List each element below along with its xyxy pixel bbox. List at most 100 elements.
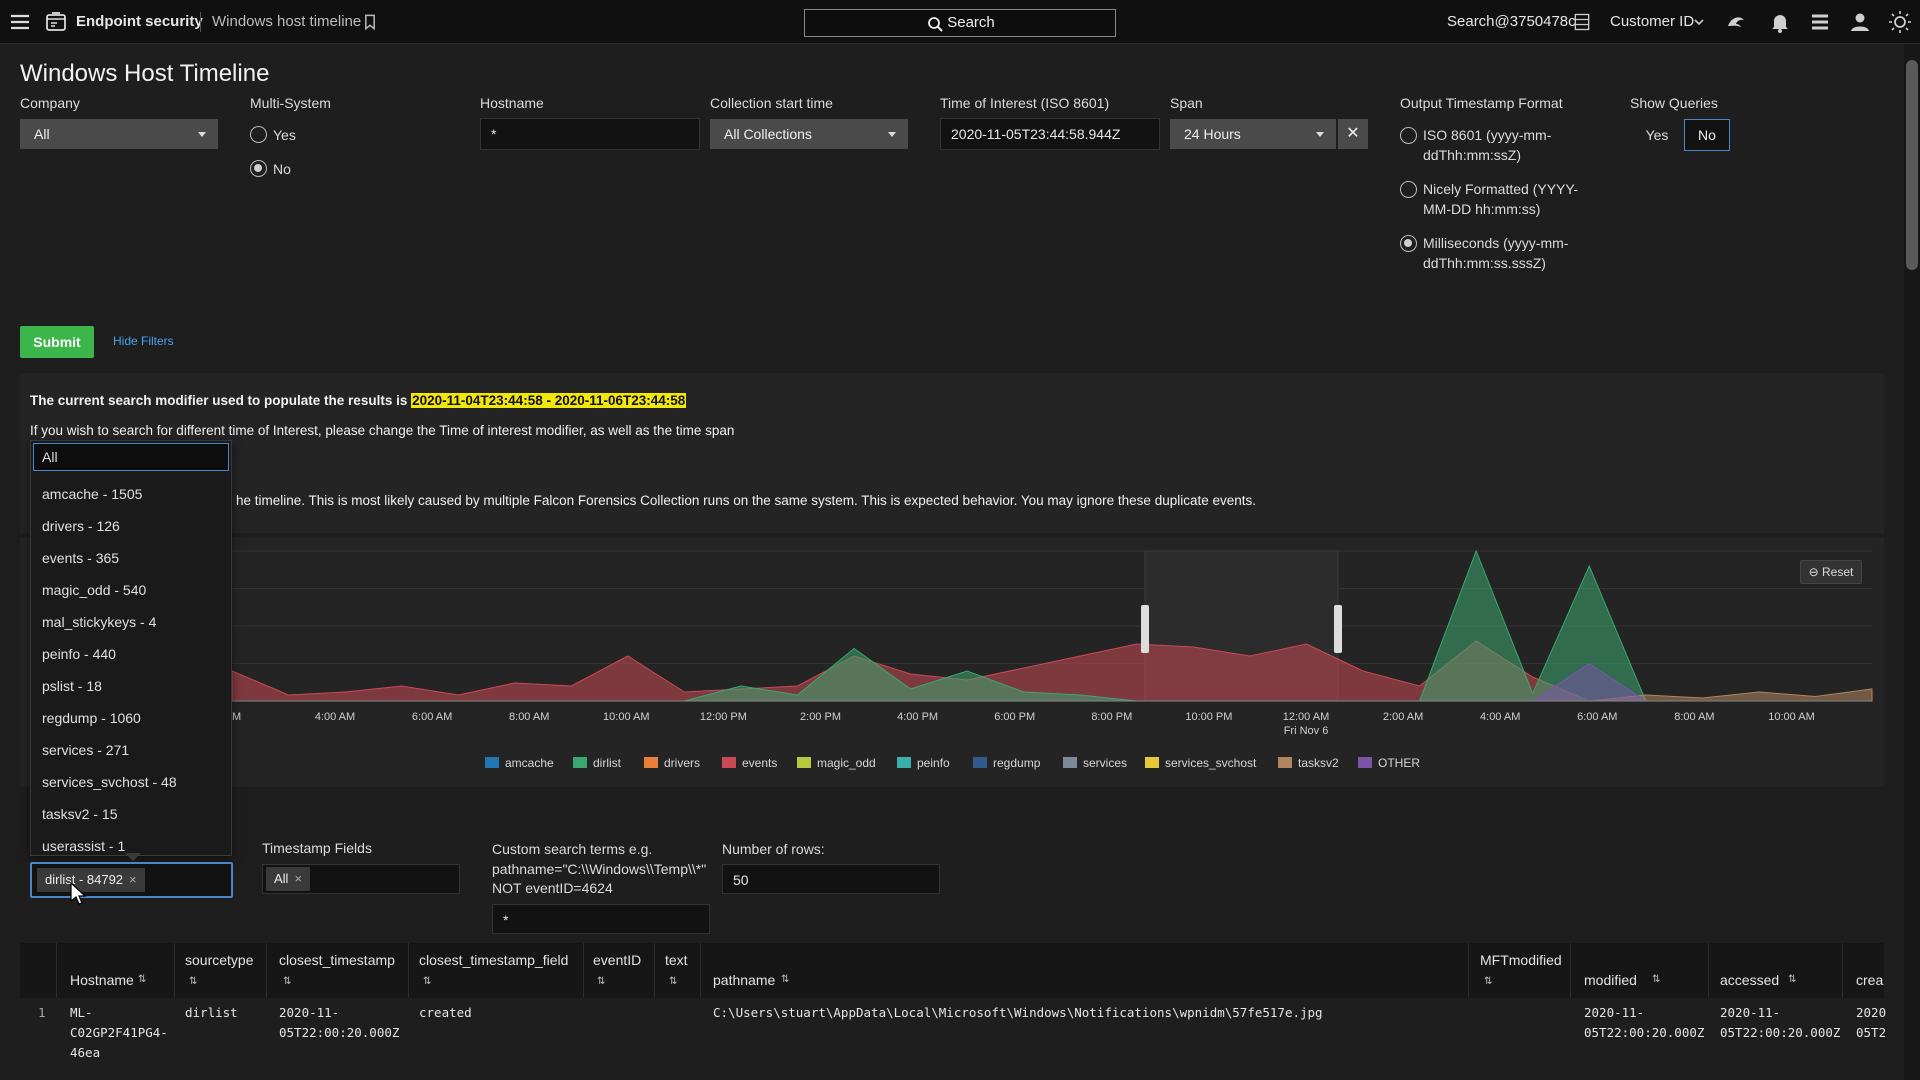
- rows-input[interactable]: 50: [722, 864, 940, 894]
- sort-icon[interactable]: ⇅: [669, 976, 678, 987]
- selection-handle[interactable]: [1141, 605, 1149, 653]
- sourcetype-chip[interactable]: dirlist - 84792 ×: [37, 868, 145, 892]
- support-icon[interactable]: [1808, 10, 1832, 34]
- global-search[interactable]: Search: [804, 9, 1116, 37]
- submit-button[interactable]: Submit: [20, 326, 94, 358]
- user-icon[interactable]: [1848, 10, 1872, 34]
- multi-system-yes-radio[interactable]: [250, 126, 267, 143]
- column-header[interactable]: pathname: [713, 972, 776, 988]
- column-header[interactable]: modified: [1584, 972, 1637, 988]
- custom-search-input[interactable]: *: [492, 904, 710, 934]
- cell-modified[interactable]: 2020-11-: [1584, 1005, 1645, 1020]
- sort-icon[interactable]: ⇅: [1788, 974, 1797, 985]
- cell-hostname[interactable]: ML-: [70, 1005, 93, 1020]
- show-queries-yes-button[interactable]: Yes: [1630, 119, 1684, 151]
- falcon-icon[interactable]: [1724, 10, 1748, 34]
- chart-reset-button[interactable]: ⊖ Reset: [1800, 560, 1862, 584]
- sort-icon[interactable]: ⇅: [283, 976, 292, 987]
- legend-item-OTHER[interactable]: OTHER: [1358, 756, 1420, 770]
- cell-hostname[interactable]: C02GP2F41PG4-: [70, 1025, 168, 1040]
- dropdown-option[interactable]: regdump - 1060: [42, 710, 141, 726]
- legend-item-tasksv2[interactable]: tasksv2: [1278, 756, 1339, 770]
- hide-filters-link[interactable]: Hide Filters: [113, 334, 174, 348]
- sort-icon[interactable]: ⇅: [138, 974, 147, 985]
- timestamp-fields-multiselect[interactable]: All ×: [262, 864, 460, 894]
- column-header[interactable]: closest_timestamp: [279, 952, 395, 968]
- dropdown-option[interactable]: drivers - 126: [42, 518, 120, 534]
- collection-start-select[interactable]: All Collections: [710, 119, 908, 149]
- dropdown-option[interactable]: amcache - 1505: [42, 486, 143, 502]
- column-header[interactable]: MFTmodified: [1480, 952, 1562, 968]
- column-divider[interactable]: [408, 943, 409, 998]
- sort-icon[interactable]: ⇅: [189, 976, 198, 987]
- server-icon[interactable]: [1572, 10, 1592, 34]
- cell-pathname[interactable]: C:\Users\stuart\AppData\Local\Microsoft\…: [713, 1005, 1323, 1020]
- theme-sun-icon[interactable]: [1888, 10, 1912, 34]
- cell-closest-timestamp[interactable]: 05T22:00:20.000Z: [279, 1025, 400, 1040]
- column-header[interactable]: crea: [1856, 972, 1884, 988]
- column-divider[interactable]: [1570, 943, 1571, 998]
- menu-icon[interactable]: [8, 10, 32, 34]
- cell-closest-timestamp[interactable]: 2020-11-: [279, 1005, 340, 1020]
- column-header[interactable]: Hostname: [70, 972, 134, 988]
- column-divider[interactable]: [1468, 943, 1469, 998]
- cell-accessed[interactable]: 05T22:00:20.000Z: [1720, 1025, 1841, 1040]
- scrollbar-thumb[interactable]: [1906, 60, 1918, 270]
- multi-system-no-radio[interactable]: [250, 160, 267, 177]
- scrollbar[interactable]: [1904, 44, 1920, 1080]
- column-divider[interactable]: [1842, 943, 1843, 998]
- chevron-down-icon[interactable]: [1692, 10, 1706, 34]
- company-select[interactable]: All: [20, 119, 218, 149]
- column-divider[interactable]: [700, 943, 701, 998]
- legend-item-services[interactable]: services: [1063, 756, 1127, 770]
- dropdown-search-input[interactable]: All: [33, 443, 229, 471]
- column-divider[interactable]: [266, 943, 267, 998]
- column-divider[interactable]: [654, 943, 655, 998]
- cell-sourcetype[interactable]: dirlist: [185, 1005, 238, 1020]
- column-divider[interactable]: [583, 943, 584, 998]
- cell-created[interactable]: 2020: [1856, 1005, 1887, 1020]
- sort-icon[interactable]: ⇅: [781, 974, 790, 985]
- selection-handle[interactable]: [1334, 605, 1342, 653]
- time-of-interest-input[interactable]: 2020-11-05T23:44:58.944Z: [940, 118, 1160, 150]
- user-name[interactable]: Search@3750478c: [1447, 13, 1576, 30]
- legend-item-dirlist[interactable]: dirlist: [573, 756, 621, 770]
- dropdown-option[interactable]: peinfo - 440: [42, 646, 116, 662]
- cell-created[interactable]: 05T2: [1856, 1025, 1887, 1040]
- legend-item-events[interactable]: events: [722, 756, 777, 770]
- dropdown-option[interactable]: services - 271: [42, 742, 130, 758]
- column-header[interactable]: accessed: [1720, 972, 1780, 988]
- format-ms-radio[interactable]: [1400, 235, 1417, 252]
- customer-id[interactable]: Customer ID: [1610, 13, 1695, 30]
- column-header[interactable]: eventID: [593, 952, 642, 968]
- column-header[interactable]: text: [665, 952, 688, 968]
- legend-item-drivers[interactable]: drivers: [644, 756, 700, 770]
- dropdown-option[interactable]: pslist - 18: [42, 678, 102, 694]
- remove-chip-icon[interactable]: ×: [294, 871, 303, 886]
- sort-icon[interactable]: ⇅: [597, 976, 606, 987]
- legend-item-services_svchost[interactable]: services_svchost: [1145, 756, 1256, 770]
- column-divider[interactable]: [1708, 943, 1709, 998]
- cell-closest-field[interactable]: created: [419, 1005, 472, 1020]
- column-header[interactable]: closest_timestamp_field: [419, 952, 569, 968]
- cell-accessed[interactable]: 2020-11-: [1720, 1005, 1781, 1020]
- format-iso-radio[interactable]: [1400, 127, 1417, 144]
- span-select[interactable]: 24 Hours: [1170, 119, 1336, 149]
- hostname-input[interactable]: *: [480, 118, 700, 150]
- dropdown-option[interactable]: services_svchost - 48: [42, 774, 177, 790]
- remove-chip-icon[interactable]: ×: [129, 872, 137, 887]
- column-header[interactable]: sourcetype: [185, 952, 254, 968]
- cell-hostname[interactable]: 46ea: [70, 1045, 101, 1060]
- sourcetype-multiselect[interactable]: dirlist - 84792 ×: [30, 862, 233, 898]
- sort-icon[interactable]: ⇅: [1652, 974, 1661, 985]
- legend-item-regdump[interactable]: regdump: [973, 756, 1040, 770]
- span-clear-button[interactable]: ✕: [1338, 119, 1368, 149]
- dropdown-option[interactable]: mal_stickykeys - 4: [42, 614, 157, 630]
- format-nice-radio[interactable]: [1400, 181, 1417, 198]
- column-divider[interactable]: [174, 943, 175, 998]
- dropdown-option[interactable]: userassist - 1: [42, 838, 126, 854]
- legend-item-amcache[interactable]: amcache: [485, 756, 554, 770]
- legend-item-magic_odd[interactable]: magic_odd: [797, 756, 876, 770]
- timestamp-chip[interactable]: All ×: [266, 867, 311, 891]
- dropdown-option[interactable]: tasksv2 - 15: [42, 806, 118, 822]
